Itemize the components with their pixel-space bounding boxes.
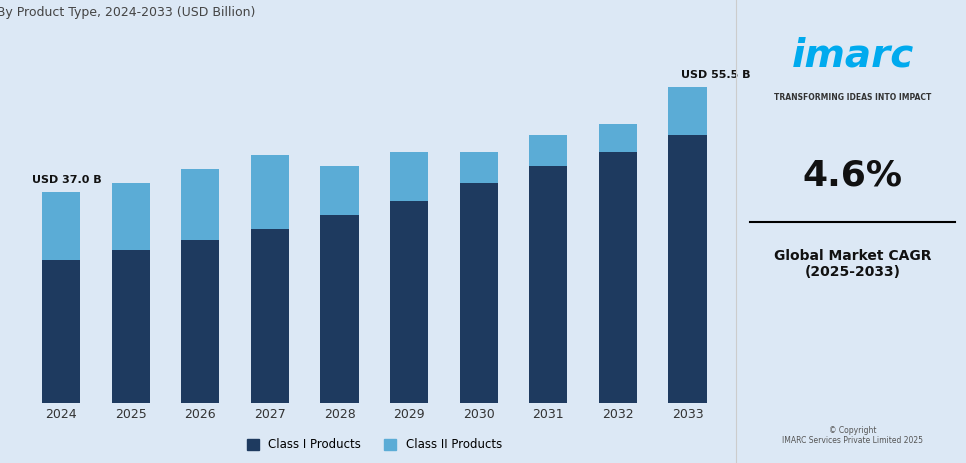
Text: USD 55.5 B: USD 55.5 B xyxy=(681,70,751,80)
Bar xyxy=(251,229,289,403)
Text: 4.6%: 4.6% xyxy=(803,159,902,193)
Text: imarc: imarc xyxy=(791,37,914,75)
Bar xyxy=(42,260,80,403)
Text: Global Market CAGR
(2025-2033): Global Market CAGR (2025-2033) xyxy=(774,249,931,279)
Bar xyxy=(529,166,567,403)
Text: USD 37.0 B: USD 37.0 B xyxy=(32,175,101,185)
Bar xyxy=(668,135,707,403)
Bar xyxy=(460,152,497,183)
Text: TRANSFORMING IDEAS INTO IMPACT: TRANSFORMING IDEAS INTO IMPACT xyxy=(774,93,931,102)
Bar xyxy=(111,183,150,250)
Bar xyxy=(599,152,638,403)
Bar xyxy=(390,152,428,200)
Bar xyxy=(251,155,289,229)
Text: © Copyright
IMARC Services Private Limited 2025: © Copyright IMARC Services Private Limit… xyxy=(782,425,923,445)
Text: Size, By Product Type, 2024-2033 (USD Billion): Size, By Product Type, 2024-2033 (USD Bi… xyxy=(0,6,255,19)
Bar xyxy=(111,250,150,403)
Bar xyxy=(668,87,707,135)
Bar xyxy=(599,124,638,152)
Bar xyxy=(390,200,428,403)
Bar xyxy=(182,240,219,403)
Bar xyxy=(321,215,358,403)
Legend: Class I Products, Class II Products: Class I Products, Class II Products xyxy=(242,434,506,456)
Bar xyxy=(42,192,80,260)
Bar xyxy=(321,166,358,215)
Bar xyxy=(460,183,497,403)
Bar xyxy=(182,169,219,240)
Bar xyxy=(529,135,567,166)
